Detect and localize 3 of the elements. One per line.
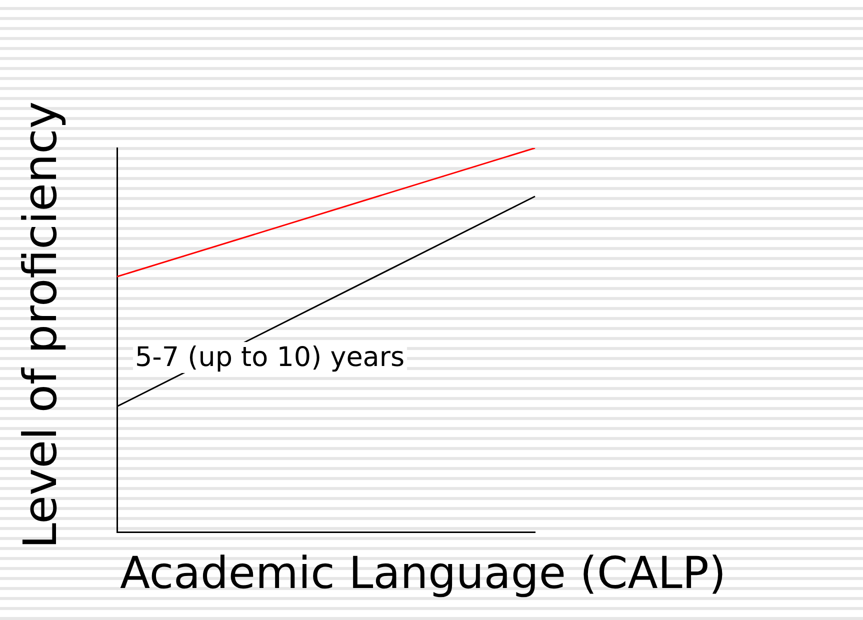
annotation: 5-7 (up to 10) years [133,342,407,373]
x-axis-title: Academic Language (CALP) [120,548,726,599]
y-axis-title: Level of proficiency [13,100,67,551]
